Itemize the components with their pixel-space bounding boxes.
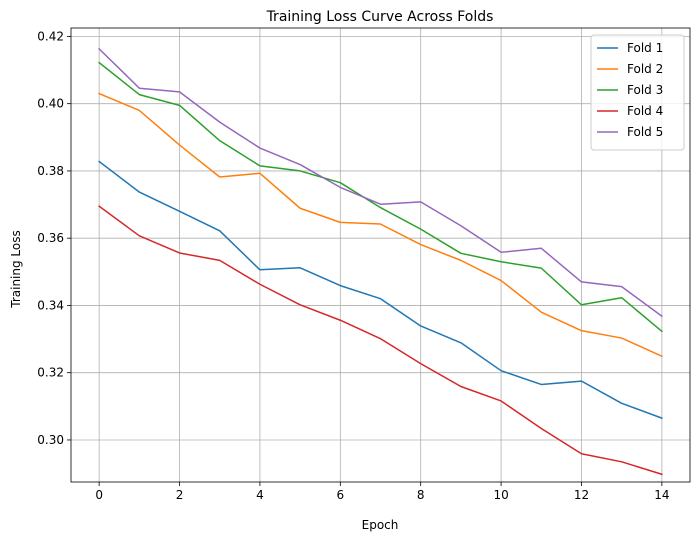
series-line-fold-2 — [98, 92, 663, 358]
x-tick-label: 12 — [574, 488, 589, 502]
y-tick-label: 0.32 — [37, 366, 64, 380]
x-tick-label: 10 — [493, 488, 508, 502]
legend-box — [590, 34, 685, 151]
legend-label-fold-4: Fold 4 — [627, 104, 663, 118]
x-tick-label: 4 — [256, 488, 264, 502]
legend-label-fold-1: Fold 1 — [627, 41, 663, 55]
x-tick-label: 14 — [654, 488, 669, 502]
y-tick-label: 0.36 — [37, 231, 64, 245]
y-axis-label: Training Loss — [9, 230, 23, 308]
y-tick-label: 0.42 — [37, 29, 64, 43]
legend-label-fold-2: Fold 2 — [627, 62, 663, 76]
y-tick-label: 0.30 — [37, 433, 64, 447]
y-tick-label: 0.38 — [37, 164, 64, 178]
x-tick-label: 2 — [176, 488, 184, 502]
legend-label-fold-3: Fold 3 — [627, 83, 663, 97]
legend: Fold 1 Fold 2 Fold 3 Fold 4 Fold 5 — [590, 34, 685, 151]
x-tick-label: 0 — [95, 488, 103, 502]
series-line-fold-3 — [98, 61, 663, 333]
legend-label-fold-5: Fold 5 — [627, 125, 663, 139]
y-tick-label: 0.34 — [37, 298, 64, 312]
series-line-fold-4 — [98, 205, 663, 476]
axes-frame — [70, 27, 691, 483]
x-axis-label: Epoch — [362, 518, 399, 532]
x-tick-label: 8 — [417, 488, 425, 502]
series-line-fold-5 — [98, 47, 663, 318]
y-tick-label: 0.40 — [37, 97, 64, 111]
plot-area: 0 2 4 6 8 10 12 14 0.30 0.32 0.34 0.36 0.38 0.40 0.42 — [37, 27, 691, 502]
x-tick-label: 6 — [336, 488, 344, 502]
chart-title: Training Loss Curve Across Folds — [266, 9, 494, 25]
series-line-fold-1 — [98, 160, 663, 420]
